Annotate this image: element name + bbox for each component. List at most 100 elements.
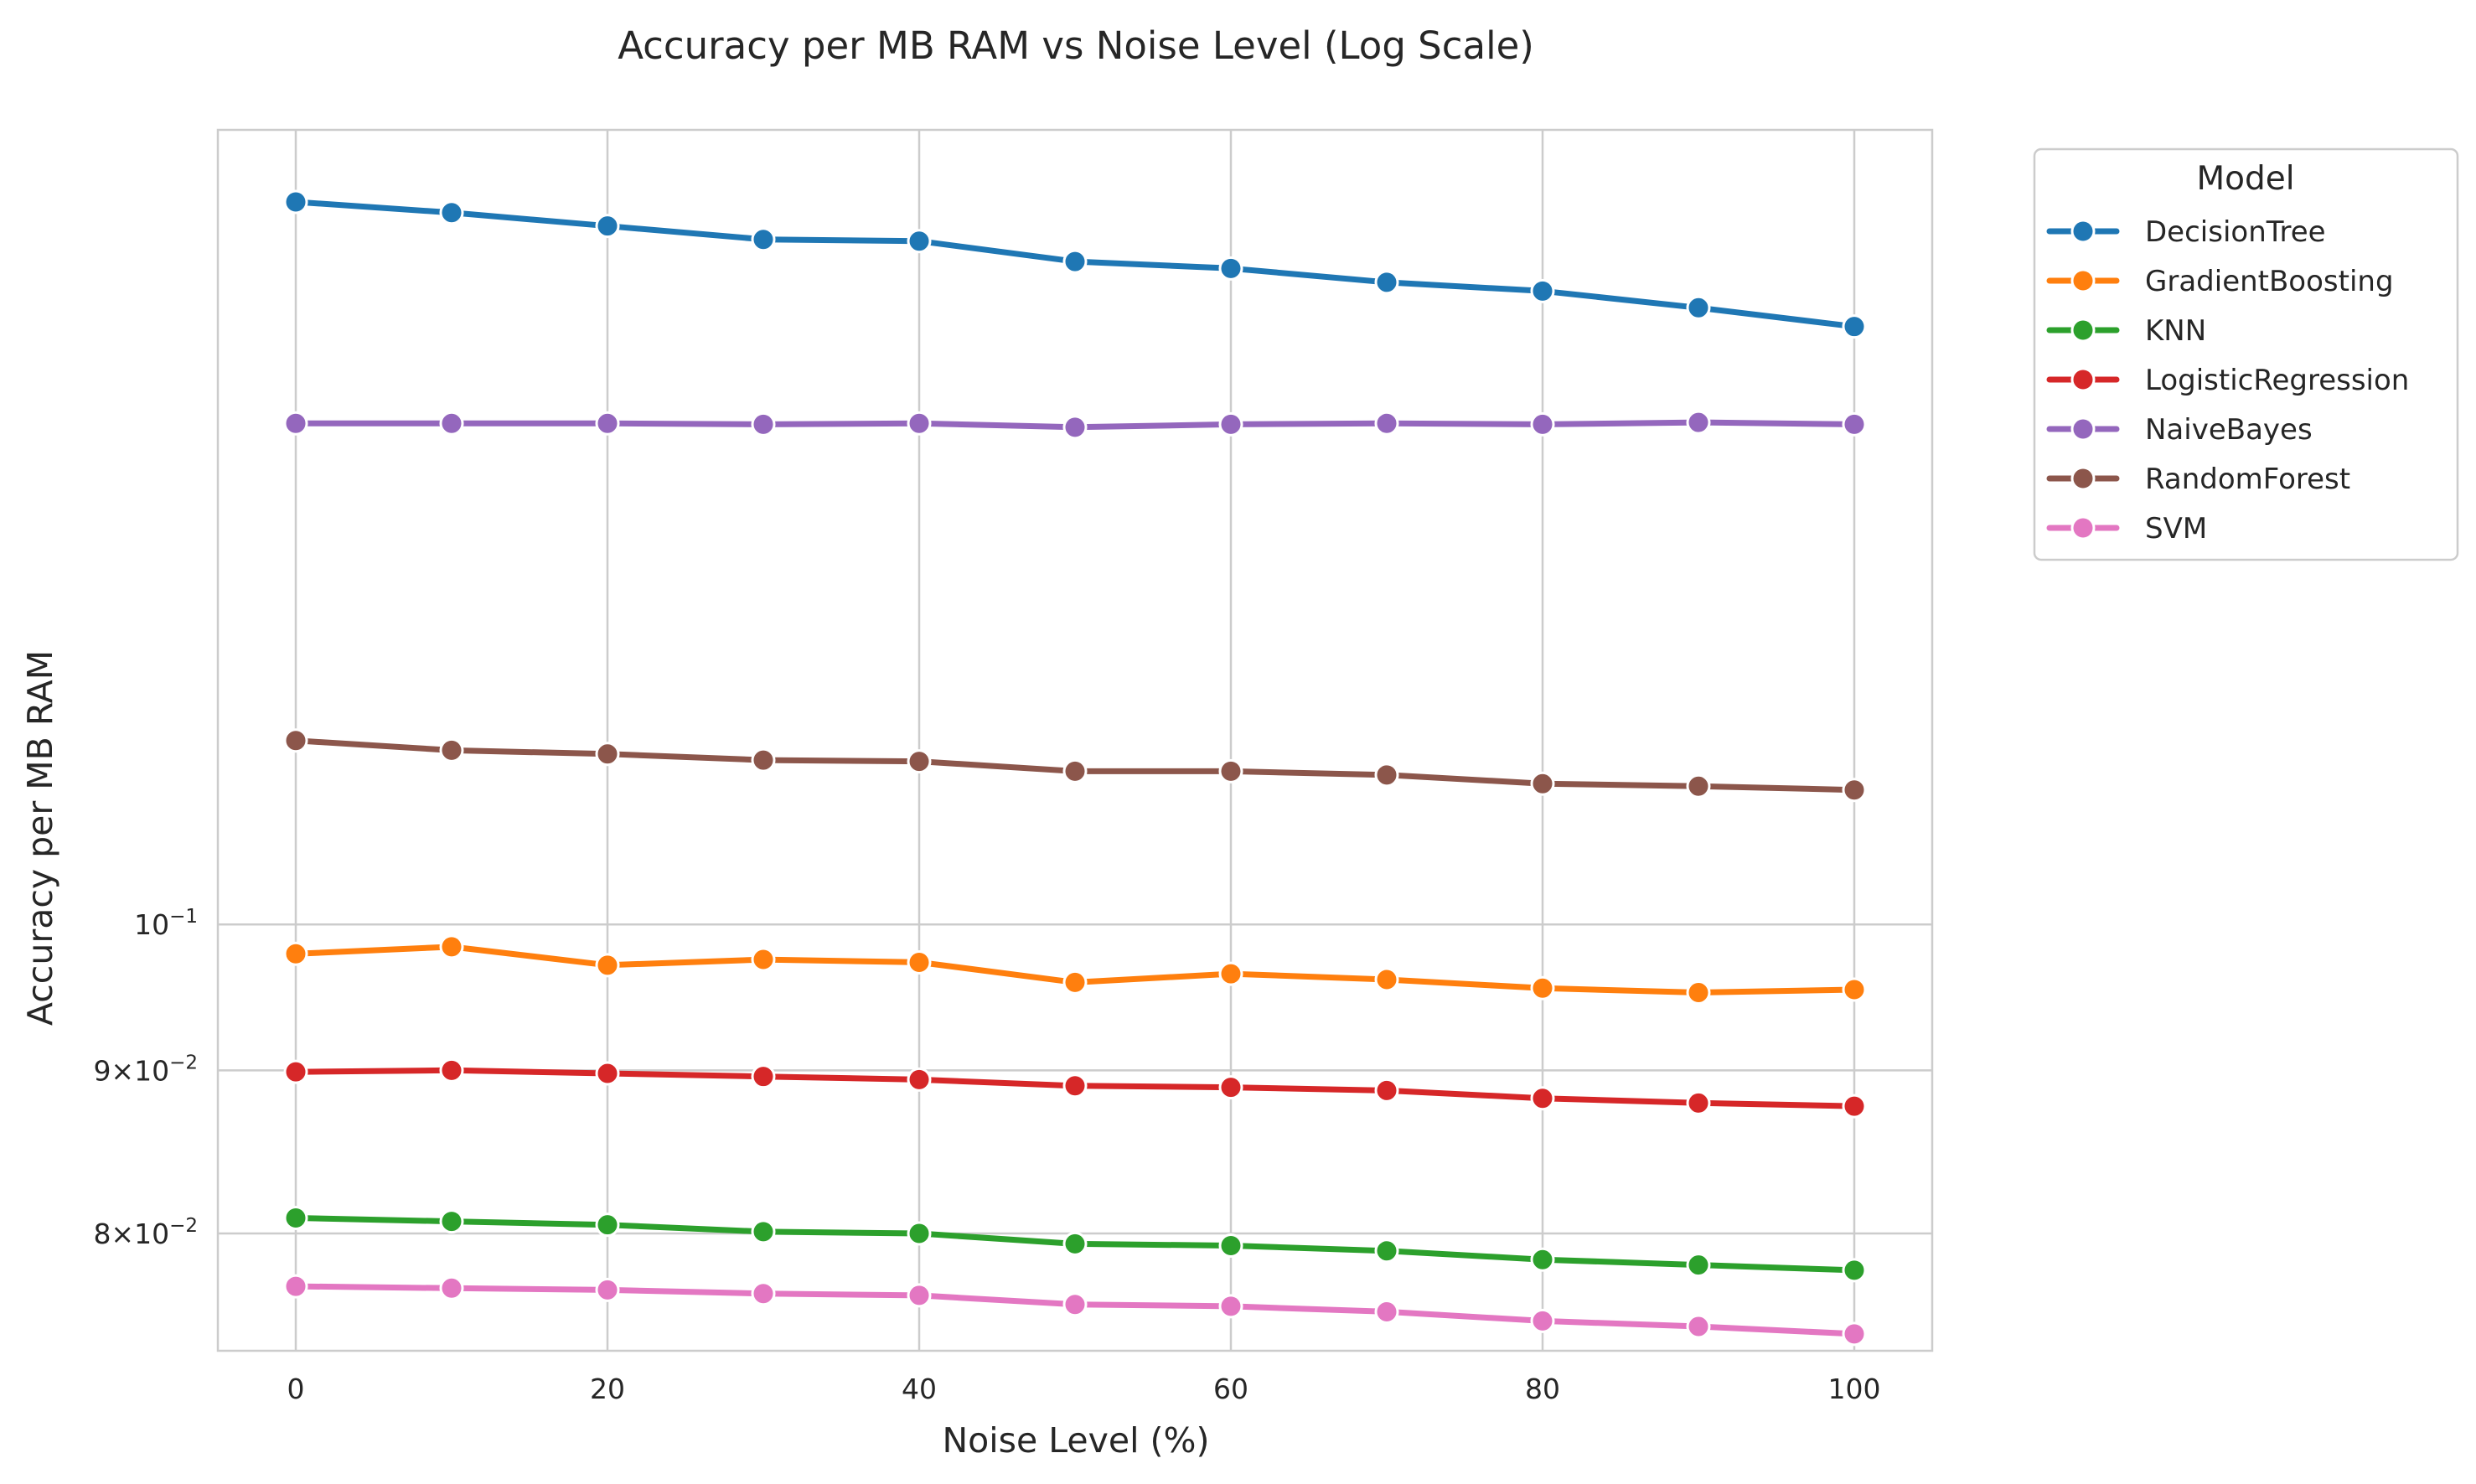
data-point	[1530, 1308, 1555, 1333]
data-point	[907, 1221, 932, 1246]
data-point	[1062, 970, 1088, 995]
data-point	[1062, 1292, 1088, 1317]
data-point	[595, 1277, 620, 1302]
data-point	[1374, 411, 1399, 436]
legend-marker	[2070, 515, 2096, 540]
data-point	[1530, 411, 1555, 437]
x-tick-label: 100	[1828, 1373, 1881, 1405]
data-point	[283, 941, 308, 966]
data-point	[1218, 758, 1243, 783]
legend-marker	[2070, 367, 2096, 392]
legend-item: NaiveBayes	[2046, 413, 2313, 447]
data-point	[1218, 1294, 1243, 1319]
legend-item: RandomForest	[2046, 463, 2350, 496]
data-point	[595, 214, 620, 239]
legend-items: DecisionTree GradientBoosting KNN LogisticR…	[2046, 215, 2409, 546]
data-point	[283, 189, 308, 215]
data-point	[283, 1205, 308, 1230]
data-point	[751, 747, 776, 773]
data-point	[1686, 410, 1711, 435]
legend-marker	[2070, 466, 2096, 491]
y-axis-label: Accuracy per MB RAM	[20, 650, 60, 1026]
x-tick-label: 40	[902, 1373, 937, 1405]
data-point	[1686, 773, 1711, 799]
data-point	[751, 1219, 776, 1244]
legend-marker	[2070, 416, 2096, 442]
data-point	[1842, 314, 1867, 339]
legend-label: RandomForest	[2145, 463, 2350, 496]
data-point	[1530, 278, 1555, 303]
data-point	[1374, 1299, 1399, 1324]
legend-label: KNN	[2145, 314, 2206, 348]
data-point	[595, 742, 620, 767]
data-point	[1218, 1233, 1243, 1258]
data-point	[595, 1213, 620, 1238]
legend-marker	[2070, 219, 2096, 244]
y-tick-label: 9×10−2	[93, 1052, 198, 1087]
legend-frame	[2033, 147, 2459, 561]
plot-area-frame	[216, 128, 1934, 1352]
series-DecisionTree	[283, 189, 1867, 339]
y-tick-label: 8×10−2	[93, 1215, 198, 1250]
x-axis-label: Noise Level (%)	[943, 1420, 1210, 1461]
data-point	[1842, 1258, 1867, 1283]
data-point	[1218, 1075, 1243, 1100]
data-point	[907, 229, 932, 254]
data-point	[1530, 771, 1555, 796]
data-point	[1062, 415, 1088, 440]
legend-item: LogisticRegression	[2046, 364, 2409, 397]
series-RandomForest	[283, 728, 1867, 803]
data-point	[595, 1061, 620, 1086]
data-point	[1062, 1231, 1088, 1256]
data-point	[439, 200, 464, 225]
data-point	[1062, 1073, 1088, 1099]
data-point	[1374, 1238, 1399, 1264]
legend-label: SVM	[2145, 512, 2207, 546]
series-GradientBoosting	[283, 934, 1867, 1006]
data-point	[1842, 977, 1867, 1002]
series-KNN	[283, 1205, 1867, 1283]
data-point	[751, 1064, 776, 1089]
y-axis-ticks: 10−1 9×10−2 8×10−2	[93, 906, 198, 1250]
data-point	[439, 934, 464, 959]
data-point	[1686, 1314, 1711, 1339]
legend-item: KNN	[2046, 314, 2206, 348]
data-point	[283, 728, 308, 753]
series-LogisticRegression	[283, 1057, 1867, 1119]
series-NaiveBayes	[283, 410, 1867, 440]
data-point	[907, 1283, 932, 1308]
data-point	[1374, 1078, 1399, 1103]
data-point	[1842, 411, 1867, 437]
data-point	[595, 411, 620, 436]
chart-title: Accuracy per MB RAM vs Noise Level (Log …	[618, 23, 1534, 68]
legend-item: GradientBoosting	[2046, 265, 2394, 298]
data-point	[907, 411, 932, 436]
data-point	[1842, 1094, 1867, 1119]
data-point	[283, 411, 308, 436]
series-layer	[283, 189, 1867, 1347]
data-point	[439, 1275, 464, 1300]
data-point	[907, 1067, 932, 1092]
data-point	[1062, 758, 1088, 783]
data-point	[1218, 411, 1243, 437]
legend-label: LogisticRegression	[2145, 364, 2409, 397]
legend-label: GradientBoosting	[2145, 265, 2394, 298]
data-point	[1842, 778, 1867, 803]
data-point	[907, 949, 932, 975]
legend-marker	[2070, 268, 2096, 293]
data-point	[283, 1059, 308, 1084]
data-point	[751, 947, 776, 972]
data-point	[751, 411, 776, 437]
data-point	[1218, 961, 1243, 986]
data-point	[439, 1209, 464, 1234]
legend-label: NaiveBayes	[2145, 413, 2313, 447]
data-point	[1842, 1321, 1867, 1347]
x-tick-label: 60	[1213, 1373, 1248, 1405]
data-point	[751, 1281, 776, 1306]
data-point	[1374, 763, 1399, 788]
data-point	[751, 227, 776, 252]
data-point	[1530, 1086, 1555, 1111]
data-point	[1686, 1090, 1711, 1115]
legend-title: Model	[2196, 160, 2294, 198]
data-point	[1218, 256, 1243, 281]
